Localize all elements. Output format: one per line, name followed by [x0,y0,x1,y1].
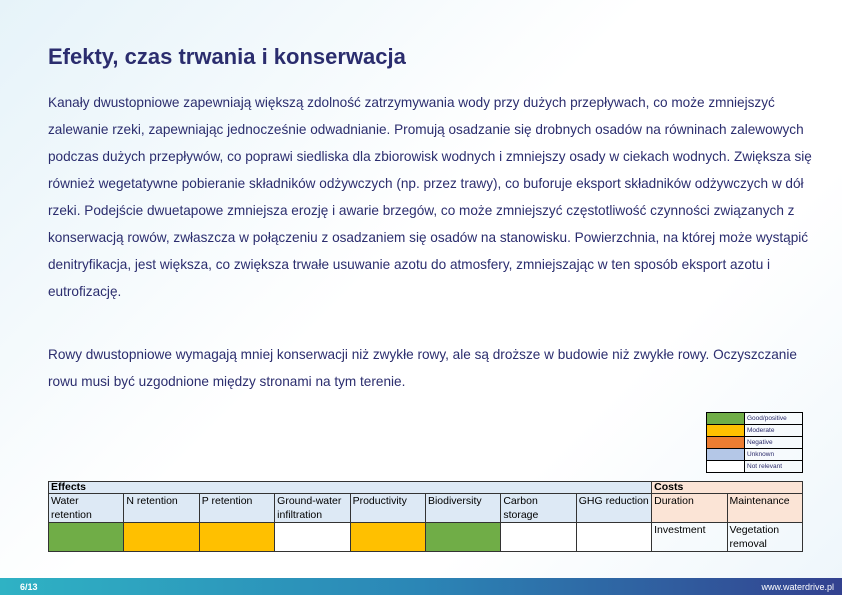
effect-label: P retention [198,493,276,523]
effect-rating-cell [123,522,200,552]
legend-label: Not relevant [744,460,803,473]
website-link[interactable]: www.waterdrive.pl [761,582,834,592]
effect-rating-cell [349,522,426,552]
effect-label: Biodiversity [424,493,502,523]
effect-rating-cell [198,522,276,552]
effect-rating-cell [274,522,351,552]
paragraph-effects: Kanały dwustopniowe zapewniają większą z… [48,95,812,299]
effect-label: Ground-water infiltration [274,493,351,523]
legend-swatch [706,424,745,437]
effect-rating-cell [575,522,653,552]
legend-item: Good/positive [706,412,803,425]
legend: Good/positive Moderate Negative Unknown Not … [706,412,803,473]
cost-value: Investment [651,522,728,552]
effect-rating-cell [424,522,502,552]
legend-label: Unknown [744,448,803,461]
costs-header: Costs [651,481,803,494]
effect-label: Productivity [349,493,426,523]
legend-label: Moderate [744,424,803,437]
legend-item: Moderate [706,424,803,437]
legend-swatch [706,436,745,449]
cost-value: Vegetation removal [726,522,804,552]
effect-rating-cell [47,522,125,552]
effect-label: Water retention [47,493,125,523]
cost-label: Maintenance [726,493,804,523]
effect-label: N retention [123,493,200,523]
legend-swatch [706,412,745,425]
legend-item: Negative [706,436,803,449]
effect-label: GHG reduction [575,493,653,523]
effects-costs-table: Effects Costs Water retention N retention… [47,481,804,552]
legend-item: Unknown [706,448,803,461]
legend-label: Good/positive [744,412,803,425]
page-number: 6/13 [20,582,38,592]
effect-label: Carbon storage [500,493,577,523]
legend-label: Negative [744,436,803,449]
effect-rating-cell [500,522,577,552]
paragraph-maintenance: Rowy dwustopniowe wymagają mniej konserw… [48,347,797,389]
cost-label: Duration [651,493,728,523]
legend-swatch [706,448,745,461]
legend-item: Not relevant [706,460,803,473]
legend-swatch [706,460,745,473]
page-title: Efekty, czas trwania i konserwacja [48,44,406,69]
footer-bar: 6/13 www.waterdrive.pl [0,578,842,595]
effects-header: Effects [47,481,653,494]
